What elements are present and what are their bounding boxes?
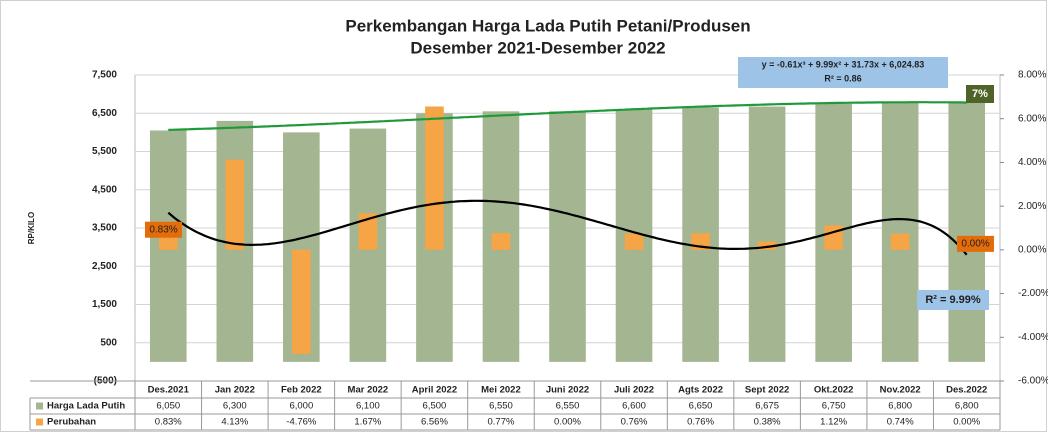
x-tick-label: Nov.2022: [880, 385, 921, 396]
table-cell: 6,800: [955, 401, 979, 412]
bar: [890, 233, 910, 250]
y-tick-label: 7,500: [92, 70, 117, 81]
y2-tick-label: -6.00%: [1018, 376, 1048, 387]
trend-label: 7%: [972, 88, 988, 100]
table-cell: 0.76%: [687, 417, 714, 428]
table-cell: 6,500: [423, 401, 447, 412]
y2-tick-label: -2.00%: [1018, 288, 1048, 299]
y-tick-label: 4,500: [92, 184, 117, 195]
bar: [358, 213, 378, 250]
table-cell: 6,650: [689, 401, 713, 412]
y-tick-label: 500: [100, 337, 117, 348]
data-label: 0.00%: [961, 238, 989, 249]
data-label-box: [145, 221, 182, 238]
table-cell: 0.00%: [554, 417, 581, 428]
y-axis-label: RP/KILO: [27, 212, 36, 244]
table-cell: 6,750: [822, 401, 846, 412]
y-tick-label: 6,500: [92, 108, 117, 119]
x-tick-label: Sept 2022: [745, 385, 789, 396]
table-cell: 0.77%: [487, 417, 514, 428]
legend-swatch: [36, 418, 43, 426]
table-cell: 0.38%: [754, 417, 781, 428]
table-cell: 6,100: [356, 401, 380, 412]
x-tick-label: Des.2021: [148, 385, 190, 396]
trendline: [168, 101, 967, 131]
data-label-box: [957, 235, 994, 252]
table-cell: 6,600: [622, 401, 646, 412]
table-cell: 0.76%: [621, 417, 648, 428]
table-cell: 1.12%: [820, 417, 847, 428]
table-cell: 6,000: [289, 401, 313, 412]
y2-tick-label: 0.00%: [1018, 244, 1046, 255]
table-cell: 1.67%: [354, 417, 381, 428]
equation-box: [738, 57, 948, 88]
r-squared: R² = 0.86: [824, 73, 861, 83]
bar: [824, 225, 843, 250]
table-cell: 6,550: [489, 401, 513, 412]
table-cell: 6,050: [156, 401, 180, 412]
bar: [425, 106, 444, 250]
table-cell: 6.56%: [421, 417, 448, 428]
bar: [292, 249, 311, 354]
legend-label: Perubahan: [47, 417, 96, 428]
x-tick-label: Agts 2022: [678, 385, 723, 396]
trendline: [167, 199, 968, 256]
table-cell: 6,675: [755, 401, 779, 412]
trend-label-box: [966, 85, 994, 103]
table-cell: -4.76%: [286, 417, 317, 428]
data-label: 0.83%: [149, 224, 177, 235]
table-cell: 0.83%: [155, 417, 182, 428]
legend-label: Harga Lada Putih: [47, 401, 125, 412]
bar: [491, 233, 511, 250]
y2-tick-label: 6.00%: [1018, 113, 1046, 124]
y-tick-label: 2,500: [92, 261, 117, 272]
x-tick-label: Juni 2022: [546, 385, 589, 396]
table-cell: 4.13%: [221, 417, 248, 428]
table-cell: 0.74%: [887, 417, 914, 428]
r-squared-2: R² = 9.99%: [925, 294, 981, 306]
bar: [624, 233, 644, 250]
y-tick-label: 3,500: [92, 223, 117, 234]
y-tick-label: 5,500: [92, 146, 117, 157]
y2-tick-label: 8.00%: [1018, 70, 1046, 81]
x-tick-label: Juli 2022: [614, 385, 654, 396]
table-cell: 0.00%: [953, 417, 980, 428]
y-tick-label: 1,500: [92, 299, 117, 310]
x-tick-label: Mar 2022: [348, 385, 389, 396]
bar: [757, 241, 777, 250]
table-cell: 6,800: [888, 401, 912, 412]
bar: [549, 111, 586, 362]
chart-title: Perkembangan Harga Lada Putih Petani/Pro…: [345, 16, 750, 35]
y2-tick-label: -4.00%: [1018, 332, 1048, 343]
x-tick-label: April 2022: [412, 385, 457, 396]
chart-subtitle: Desember 2021-Desember 2022: [410, 38, 665, 57]
x-tick-label: Okt.2022: [814, 385, 854, 396]
bar: [948, 101, 986, 362]
y2-tick-label: 4.00%: [1018, 157, 1046, 168]
r-squared-box: [917, 290, 989, 310]
table-cell: 6,300: [223, 401, 247, 412]
equation: y = -0.61x³ + 9.99x² + 31.73x + 6,024.83: [762, 59, 925, 69]
y2-tick-label: 2.00%: [1018, 201, 1046, 212]
x-tick-label: Feb 2022: [281, 385, 322, 396]
x-tick-label: Mei 2022: [481, 385, 521, 396]
bar: [225, 159, 245, 250]
x-tick-label: Jan 2022: [215, 385, 255, 396]
legend-swatch: [36, 402, 43, 410]
table-cell: 6,550: [556, 401, 580, 412]
bar: [748, 106, 786, 362]
bar: [881, 101, 919, 362]
x-tick-label: Des.2022: [946, 385, 987, 396]
